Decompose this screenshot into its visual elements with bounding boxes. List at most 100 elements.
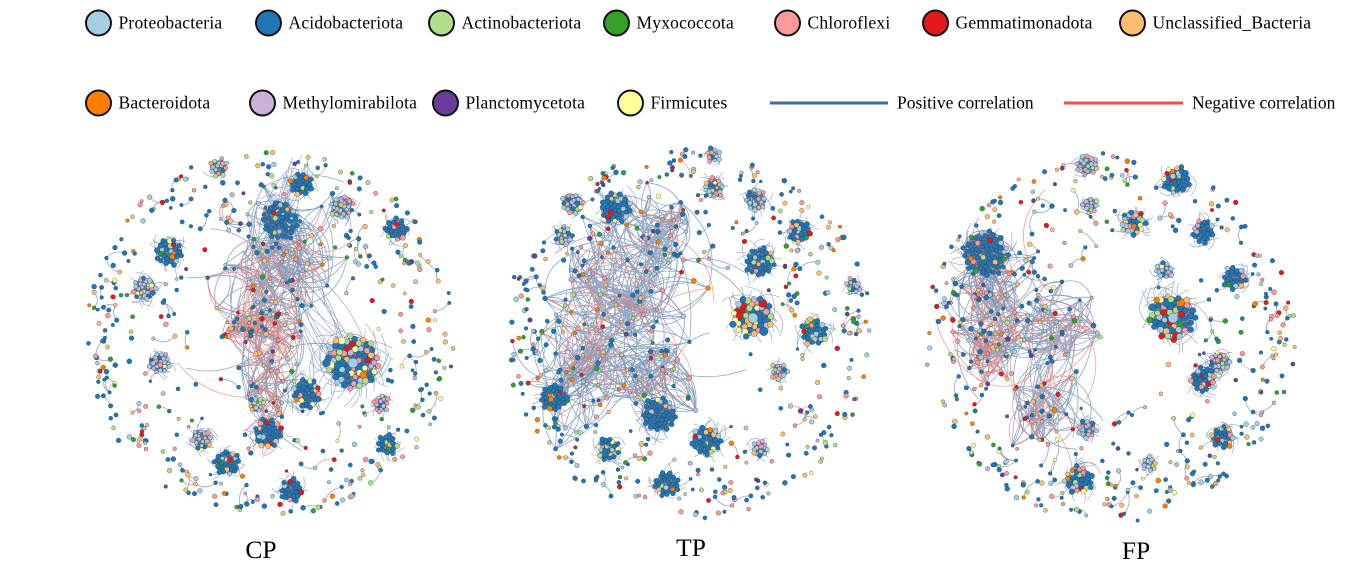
otu-node <box>538 372 543 377</box>
otu-node <box>748 205 753 211</box>
otu-node <box>209 168 215 174</box>
otu-node <box>617 293 622 298</box>
otu-node <box>673 224 679 229</box>
otu-node <box>595 444 602 450</box>
otu-node <box>1109 172 1115 178</box>
otu-node <box>174 287 179 293</box>
otu-node <box>650 228 656 234</box>
otu-node <box>802 472 808 478</box>
otu-node <box>1263 306 1268 311</box>
otu-node <box>523 278 529 284</box>
otu-node <box>1125 182 1130 187</box>
otu-node <box>1023 404 1028 409</box>
otu-node <box>1166 166 1172 173</box>
otu-node <box>511 274 517 280</box>
otu-node <box>624 476 629 481</box>
otu-node <box>985 267 992 274</box>
otu-node <box>363 413 368 417</box>
otu-node <box>1196 238 1202 245</box>
otu-node <box>336 421 341 426</box>
otu-node <box>95 307 100 312</box>
otu-node <box>620 206 626 212</box>
otu-node <box>159 199 166 206</box>
otu-node <box>108 415 114 421</box>
otu-node <box>210 164 216 170</box>
otu-node <box>191 491 198 497</box>
otu-node <box>1124 167 1129 173</box>
otu-node <box>996 342 1001 347</box>
otu-node <box>562 223 567 229</box>
otu-node <box>650 256 656 262</box>
aci-swatch-icon <box>254 9 282 37</box>
otu-node <box>1102 502 1107 507</box>
otu-node <box>832 307 838 313</box>
otu-node <box>978 354 984 361</box>
otu-node <box>1207 453 1213 459</box>
otu-node <box>1135 467 1139 472</box>
otu-node <box>199 447 204 453</box>
otu-node <box>1239 431 1244 436</box>
otu-node <box>1059 279 1065 285</box>
otu-node <box>990 269 996 275</box>
fir-swatch-icon <box>616 89 644 117</box>
otu-node <box>1265 329 1270 335</box>
otu-node <box>643 410 649 415</box>
otu-node <box>1025 312 1031 318</box>
otu-node <box>202 247 208 253</box>
otu-node <box>143 446 149 452</box>
otu-node <box>1029 231 1035 237</box>
otu-node <box>728 440 735 446</box>
otu-node <box>223 262 228 267</box>
otu-node <box>382 225 388 232</box>
otu-node <box>1054 436 1060 442</box>
otu-node <box>770 374 776 380</box>
otu-node <box>200 416 204 421</box>
otu-node <box>384 449 391 456</box>
otu-node <box>125 218 130 223</box>
otu-node <box>112 362 119 368</box>
otu-node <box>1016 405 1023 411</box>
otu-node <box>812 414 818 420</box>
otu-node <box>952 418 958 425</box>
otu-node <box>223 449 229 455</box>
otu-node <box>542 295 548 302</box>
otu-node <box>729 424 733 429</box>
otu-node <box>179 478 184 483</box>
otu-node <box>1046 413 1052 419</box>
otu-node <box>974 223 979 228</box>
otu-node <box>1264 378 1270 384</box>
otu-node <box>316 396 322 402</box>
otu-node <box>188 224 194 229</box>
otu-node <box>1292 345 1297 350</box>
otu-node <box>927 330 932 336</box>
otu-node <box>1032 209 1037 214</box>
otu-node <box>254 496 260 503</box>
otu-node <box>318 411 323 416</box>
otu-node <box>398 328 404 334</box>
otu-node <box>1035 478 1040 484</box>
otu-node <box>635 478 641 484</box>
otu-node <box>264 409 269 413</box>
otu-node <box>1243 277 1249 283</box>
otu-node <box>1025 400 1030 406</box>
otu-node <box>757 295 764 303</box>
otu-node <box>264 266 270 272</box>
otu-node <box>617 484 623 490</box>
otu-node <box>997 195 1003 200</box>
otu-node <box>300 269 305 274</box>
otu-node <box>279 488 285 494</box>
otu-node <box>1035 307 1040 313</box>
otu-node <box>1060 490 1065 495</box>
otu-node <box>989 323 993 327</box>
otu-node <box>156 404 162 410</box>
otu-node <box>1254 420 1260 427</box>
otu-node <box>575 325 581 332</box>
otu-node <box>186 424 191 429</box>
otu-node <box>1167 211 1173 217</box>
otu-node <box>596 398 601 403</box>
otu-node <box>384 401 390 406</box>
otu-node <box>323 163 328 168</box>
otu-node <box>694 209 700 215</box>
otu-node <box>1059 495 1064 500</box>
otu-node <box>308 176 314 182</box>
